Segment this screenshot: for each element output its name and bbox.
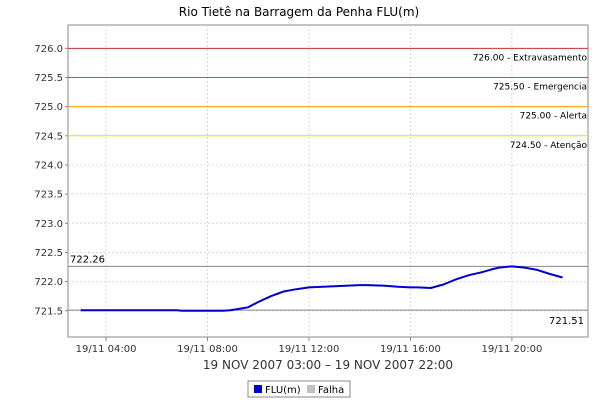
threshold-label: 726.00 - Extravasamento [473, 53, 588, 63]
x-axis: 19/11 04:00 19/11 08:00 19/11 12:00 19/11 1… [76, 337, 542, 355]
threshold-label: 725.50 - Emergencia [493, 82, 587, 92]
y-tick-label: 724.0 [34, 160, 63, 171]
threshold-label: 724.50 - Atenção [510, 141, 588, 151]
y-tick-label: 725.5 [34, 73, 63, 84]
y-tick-label: 722.5 [34, 248, 63, 259]
x-tick-label: 19/11 16:00 [380, 344, 441, 355]
x-axis-label: 19 NOV 2007 03:00 – 19 NOV 2007 22:00 [203, 358, 453, 372]
y-tick-label: 723.0 [34, 219, 63, 230]
x-tick-label: 19/11 08:00 [177, 344, 238, 355]
legend-label-flu: FLU(m) [265, 385, 301, 396]
series-line-0 [80, 265, 563, 312]
series-lines [80, 265, 563, 312]
reference-label: 722.26 [70, 254, 105, 265]
y-tick-label: 723.5 [34, 190, 63, 201]
plot-area [67, 24, 589, 338]
legend-label-falha: Falha [318, 385, 344, 396]
legend-box [247, 380, 351, 398]
threshold-lines: 726.00 - Extravasamento 725.50 - Emergenc… [68, 47, 588, 151]
y-tick-label: 721.5 [34, 306, 63, 317]
y-tick-label: 724.5 [34, 131, 63, 142]
x-tick-label: 19/11 12:00 [279, 344, 340, 355]
chart-title: Rio Tietê na Barragem da Penha FLU(m) [179, 5, 419, 19]
x-tick-label: 19/11 04:00 [76, 344, 137, 355]
x-tick-label: 19/11 20:00 [481, 344, 542, 355]
legend-swatch-falha [307, 385, 315, 393]
reference-label: 721.51 [549, 316, 584, 327]
legend: FLU(m) Falha [247, 380, 351, 398]
y-tick-label: 725.0 [34, 102, 63, 113]
y-tick-label: 726.0 [34, 44, 63, 55]
legend-swatch-flu [254, 385, 262, 393]
y-axis: 721.5 722.0 722.5 723.0 723.5 724.0 724.5 725.0… [34, 44, 68, 317]
threshold-label: 725.00 - Alerta [520, 112, 587, 122]
y-tick-label: 722.0 [34, 277, 63, 288]
